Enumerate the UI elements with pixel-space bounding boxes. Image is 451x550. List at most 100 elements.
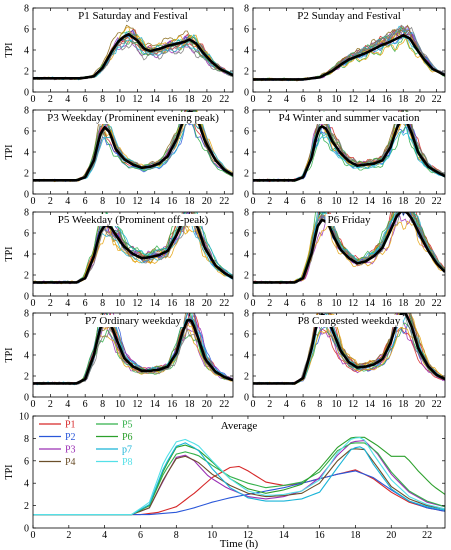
panel-title-bg [295,10,403,22]
x-tick-label: 2 [66,530,71,541]
legend-label: P6 [122,432,133,443]
y-tick-label: 8 [244,4,249,15]
panel-title: P4 Winter and summer vacation [278,112,420,124]
legend-label: P2 [65,432,76,443]
plot-area [253,24,445,82]
x-tick-label: 10 [331,399,341,410]
y-axis-label: TPI [4,465,15,480]
y-tick-label: 8 [24,309,29,320]
x-tick-label: 6 [301,399,306,410]
panel-title: P8 Congested weekday [298,315,401,327]
x-tick-label: 0 [251,298,256,309]
x-tick-label: 10 [115,298,125,309]
x-tick-label: 12 [132,94,142,105]
mean-curve [33,110,233,182]
y-tick-label: 8 [24,434,29,445]
y-tick-label: 6 [24,456,29,467]
y-tick-label: 0 [244,292,249,303]
x-tick-label: 6 [83,196,88,207]
axes-frame [32,415,446,529]
x-tick-label: 12 [132,298,142,309]
plot-area [33,313,233,386]
x-tick-label: 2 [267,298,272,309]
panel-title-bg [76,10,190,22]
y-tick-label: 4 [24,479,29,490]
y-tick-label: 2 [244,271,249,282]
x-tick-label: 10 [331,196,341,207]
x-tick-label: 22 [432,94,442,105]
mean-curve [33,318,233,385]
x-tick-label: 10 [115,196,125,207]
y-tick-label: 8 [24,208,29,219]
x-tick-label: 8 [100,196,105,207]
x-tick-label: 18 [185,399,195,410]
x-tick-label: 6 [301,94,306,105]
x-tick-label: 6 [83,399,88,410]
x-tick-label: 16 [167,94,177,105]
panel-p3: 0 2 4 6 8 10 12 14 16 18 20 22 0 2 4 6 8 P3 Weekday (Prom… [4,106,234,207]
x-tick-label: 18 [398,298,408,309]
x-tick-label: 0 [251,94,256,105]
sample-line [253,24,445,81]
legend-label: P1 [65,420,76,431]
x-tick-label: 22 [422,530,432,541]
plot-area [33,110,233,183]
y-tick-label: 6 [24,25,29,36]
x-tick-label: 12 [348,298,358,309]
series-line-p1 [33,465,445,516]
y-tick-label: 4 [244,351,249,362]
x-tick-label: 14 [365,94,375,105]
panel-p1: 0 2 4 6 8 10 12 14 16 18 20 22 0 2 4 6 8 P1 Saturday and … [4,4,234,105]
x-tick-label: 8 [317,298,322,309]
x-tick-label: 16 [167,399,177,410]
mean-curve [33,214,233,284]
x-tick-label: 18 [185,298,195,309]
legend-label: P8 [122,457,133,468]
x-tick-label: 0 [31,196,36,207]
x-tick-label: 6 [301,196,306,207]
y-axis-label: TPI [4,43,15,58]
x-tick-label: 10 [331,94,341,105]
plot-area [33,212,233,285]
panel-title-bg [325,214,374,226]
x-tick-label: 4 [65,94,70,105]
sample-line [253,25,445,82]
x-tick-label: 22 [219,196,229,207]
y-tick-label: 4 [24,46,29,57]
x-axis-label: Time (h) [220,538,259,550]
x-tick-label: 8 [100,94,105,105]
x-tick-label: 14 [365,196,375,207]
y-tick-label: 0 [24,292,29,303]
y-axis-label: TPI [4,247,15,262]
x-tick-label: 16 [382,196,392,207]
x-tick-label: 0 [31,399,36,410]
series-line-p8 [33,437,445,516]
y-tick-label: 2 [24,501,29,512]
x-tick-label: 22 [432,399,442,410]
x-tick-label: 18 [350,530,360,541]
legend-label: P4 [65,457,76,468]
panel-title: P6 Friday [327,214,371,226]
y-tick-label: 0 [24,88,29,99]
y-tick-label: 2 [244,67,249,78]
x-tick-label: 8 [100,298,105,309]
x-tick-label: 6 [83,298,88,309]
x-tick-label: 10 [207,530,217,541]
y-tick-label: 6 [244,127,249,138]
x-tick-label: 0 [251,196,256,207]
x-tick-label: 8 [317,399,322,410]
x-tick-label: 18 [185,94,195,105]
x-tick-label: 18 [185,196,195,207]
y-tick-label: 4 [244,148,249,159]
y-tick-label: 2 [24,169,29,180]
y-tick-label: 4 [244,250,249,261]
y-tick-label: 0 [244,190,249,201]
y-tick-label: 4 [244,46,249,57]
x-tick-label: 20 [415,196,425,207]
x-tick-label: 12 [132,399,142,410]
y-tick-label: 8 [24,4,29,15]
x-tick-label: 20 [202,196,212,207]
panel-p7: 0 2 4 6 8 10 12 14 16 18 20 22 0 2 4 6 8 P7 Ordinary week… [4,309,234,410]
y-tick-label: 6 [24,330,29,341]
